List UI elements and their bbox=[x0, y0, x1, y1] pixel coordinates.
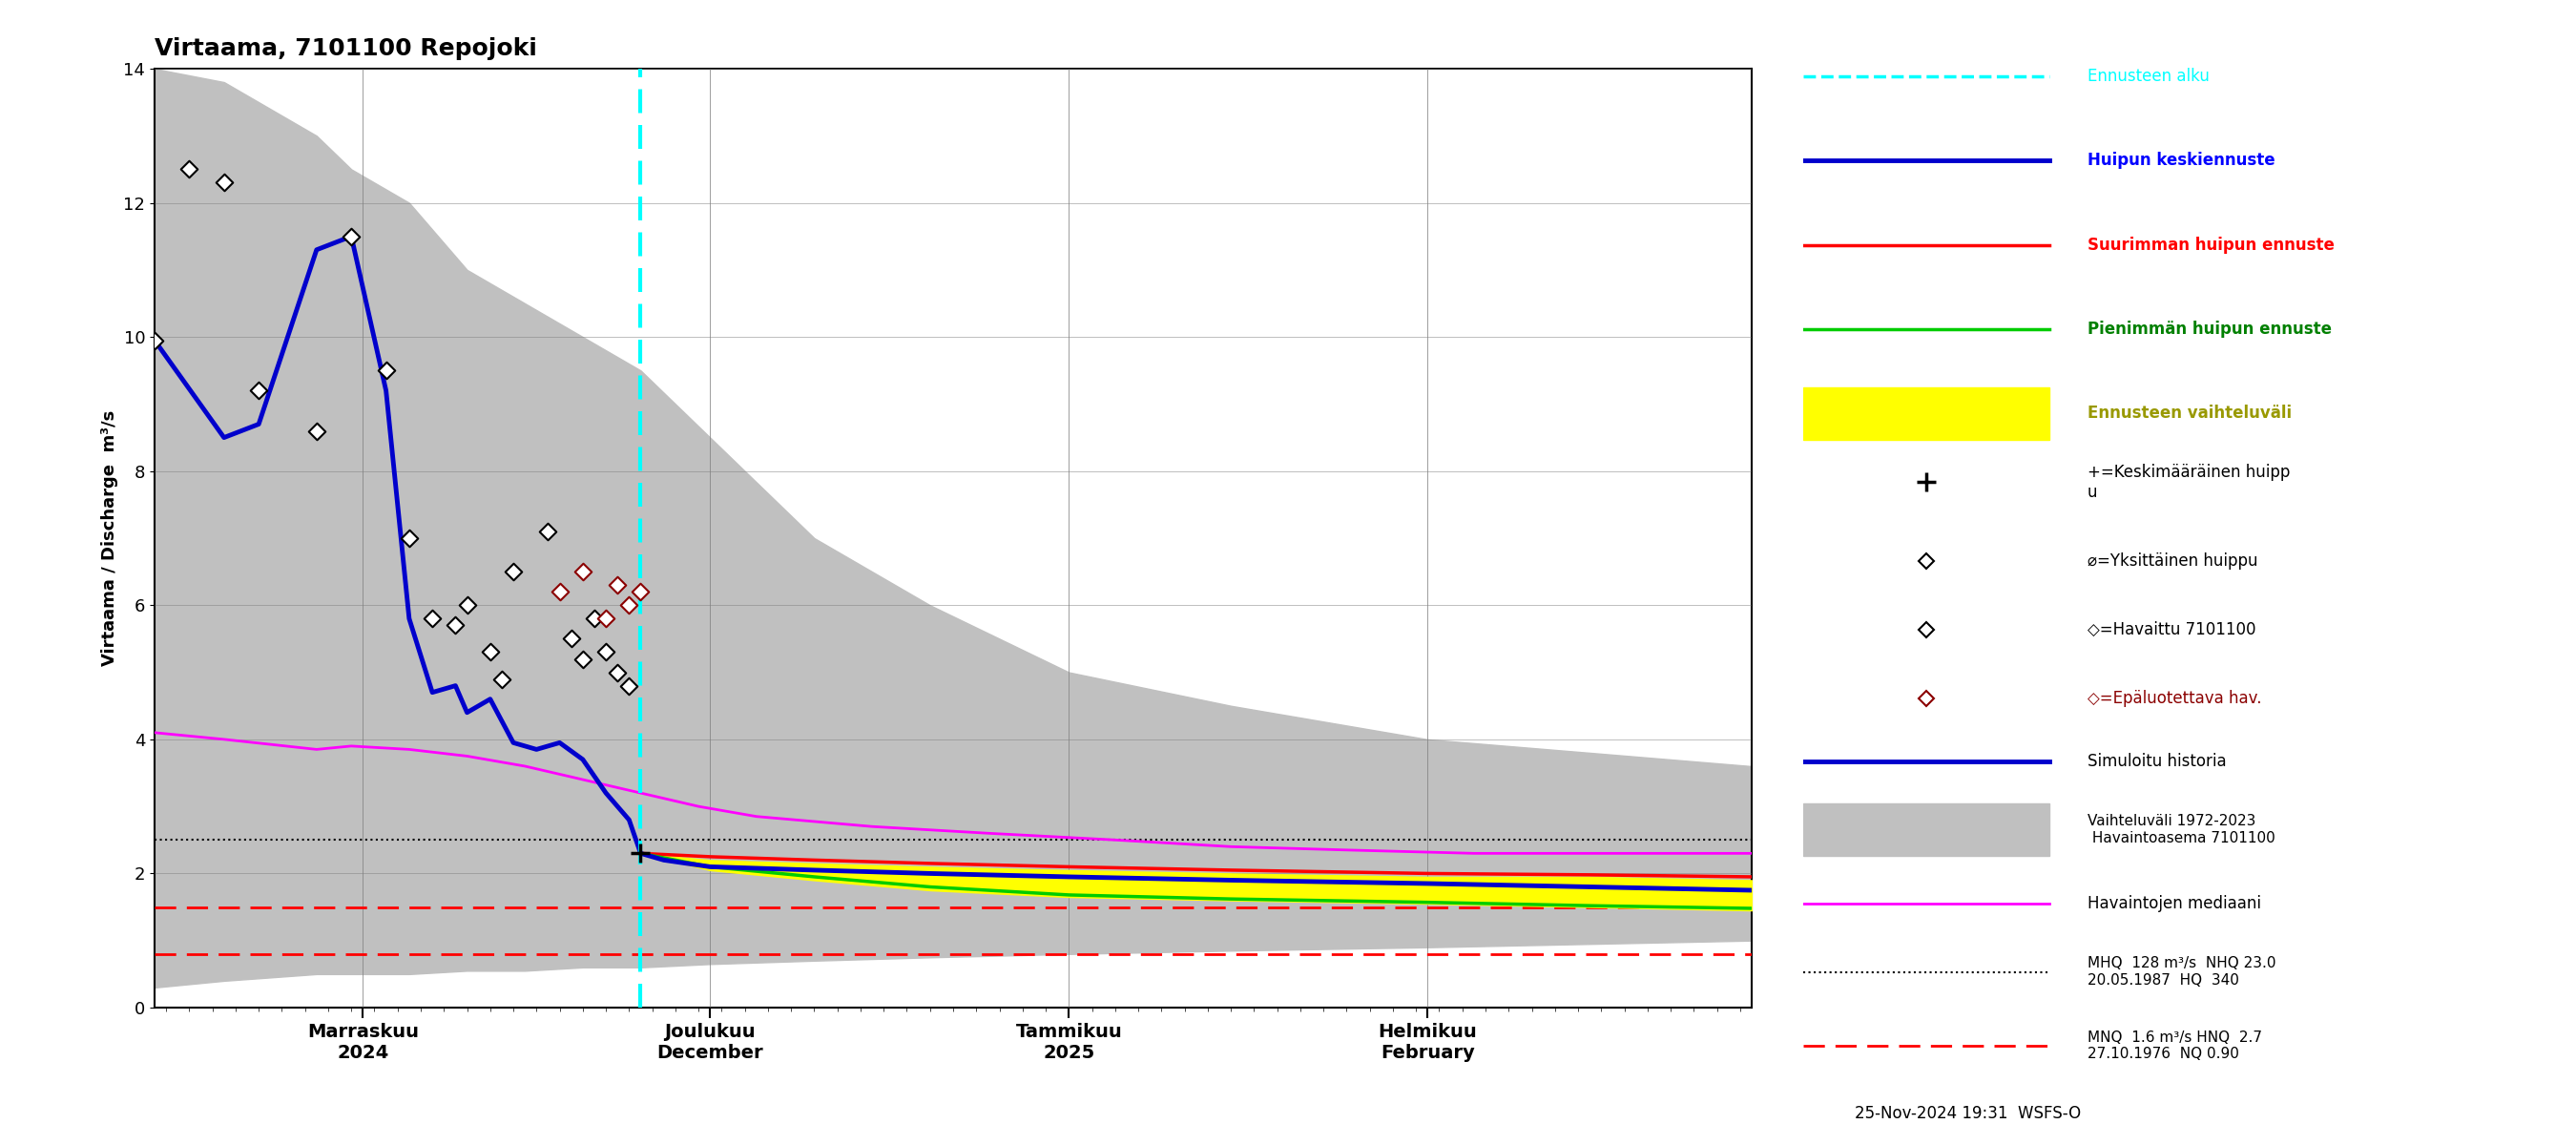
Point bbox=[330, 227, 371, 245]
Point bbox=[538, 583, 580, 601]
Text: ⌀=Yksittäinen huippu: ⌀=Yksittäinen huippu bbox=[2087, 552, 2257, 569]
Text: Pienimmän huipun ennuste: Pienimmän huipun ennuste bbox=[2087, 321, 2331, 338]
Text: Havaintojen mediaani: Havaintojen mediaani bbox=[2087, 895, 2262, 911]
Point bbox=[492, 562, 533, 581]
Point bbox=[366, 362, 407, 380]
Point bbox=[167, 160, 209, 179]
Point bbox=[204, 174, 245, 192]
Text: Vaihteluväli 1972-2023
 Havaintoasema 7101100: Vaihteluväli 1972-2023 Havaintoasema 710… bbox=[2087, 814, 2275, 845]
Point bbox=[528, 522, 569, 540]
Text: 25-Nov-2024 19:31  WSFS-O: 25-Nov-2024 19:31 WSFS-O bbox=[1855, 1105, 2081, 1122]
Text: Simuloitu historia: Simuloitu historia bbox=[2087, 752, 2226, 769]
Text: MHQ  128 m³/s  NHQ 23.0
20.05.1987  HQ  340: MHQ 128 m³/s NHQ 23.0 20.05.1987 HQ 340 bbox=[2087, 956, 2275, 987]
Text: Ennusteen alku: Ennusteen alku bbox=[2087, 68, 2210, 85]
Point bbox=[412, 609, 453, 627]
Point bbox=[134, 331, 175, 349]
Point bbox=[469, 643, 510, 662]
Text: MNQ  1.6 m³/s HNQ  2.7
27.10.1976  NQ 0.90: MNQ 1.6 m³/s HNQ 2.7 27.10.1976 NQ 0.90 bbox=[2087, 1030, 2262, 1061]
Text: Virtaama, 7101100 Repojoki: Virtaama, 7101100 Repojoki bbox=[155, 38, 536, 61]
Y-axis label: Virtaama / Discharge  m³/s: Virtaama / Discharge m³/s bbox=[100, 410, 118, 666]
Point bbox=[237, 381, 278, 400]
Point bbox=[562, 562, 603, 581]
Point bbox=[446, 597, 487, 615]
Point bbox=[598, 663, 639, 681]
Point bbox=[296, 421, 337, 440]
Bar bbox=[1803, 804, 2050, 856]
Point bbox=[585, 643, 626, 662]
Point bbox=[608, 677, 649, 695]
Bar bbox=[1803, 387, 2050, 440]
Text: Huipun keskiennuste: Huipun keskiennuste bbox=[2087, 152, 2275, 169]
Point bbox=[598, 576, 639, 594]
Point bbox=[608, 597, 649, 615]
Text: ◇=Havaittu 7101100: ◇=Havaittu 7101100 bbox=[2087, 621, 2257, 638]
Point bbox=[551, 630, 592, 648]
Text: +=Keskimääräinen huipp
u: +=Keskimääräinen huipp u bbox=[2087, 464, 2290, 500]
Point bbox=[435, 616, 477, 634]
Point bbox=[574, 609, 616, 627]
Text: Ennusteen vaihteluväli: Ennusteen vaihteluväli bbox=[2087, 405, 2293, 423]
Text: ◇=Epäluotettava hav.: ◇=Epäluotettava hav. bbox=[2087, 689, 2262, 706]
Point bbox=[482, 670, 523, 688]
Point bbox=[621, 583, 662, 601]
Point bbox=[389, 529, 430, 547]
Point bbox=[562, 649, 603, 668]
Text: Suurimman huipun ennuste: Suurimman huipun ennuste bbox=[2087, 236, 2334, 253]
Point bbox=[585, 609, 626, 627]
